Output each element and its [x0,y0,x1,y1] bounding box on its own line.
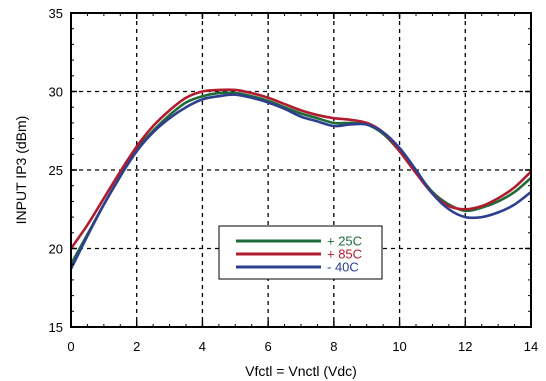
x-axis-label: Vfctl = Vnctl (Vdc) [245,363,357,379]
x-tick-label: 8 [330,339,337,354]
legend-label: + 25C [327,234,362,249]
x-tick-label: 14 [524,339,538,354]
x-tick-label: 12 [458,339,472,354]
plot-frame [70,12,532,328]
x-tick-label: 2 [133,339,140,354]
legend-label: - 40C [327,260,359,275]
y-tick-label: 20 [49,242,63,257]
x-tick-label: 6 [265,339,272,354]
x-tick-label: 0 [67,339,74,354]
y-tick-label: 35 [49,6,63,21]
y-tick-label: 15 [49,320,63,335]
legend-label: + 85C [327,247,362,262]
y-axis-label: INPUT IP3 (dBm) [13,116,29,225]
series-line-2-85c [69,88,532,250]
grid [71,13,531,327]
y-tick-label: 25 [49,163,63,178]
y-tick-label: 30 [49,85,63,100]
x-tick-label: 10 [392,339,406,354]
x-tick-label: 4 [199,339,206,354]
tick-labels: 0 2 4 6 8 10 12 14 15 20 25 30 35 [49,6,539,354]
series-line-3-40c [69,93,532,270]
legend: + 25C+ 85C- 40C [218,225,383,280]
series-layer [69,88,532,270]
